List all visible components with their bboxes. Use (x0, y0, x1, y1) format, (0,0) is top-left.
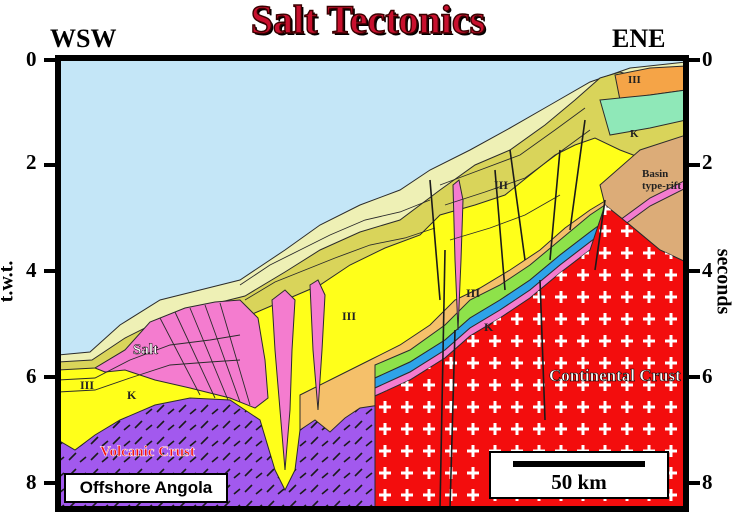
label-iii-lower: III (466, 286, 481, 300)
salt-diapir-2 (309, 279, 326, 411)
label-iii-left: III (80, 378, 95, 392)
horizon-lines (58, 107, 591, 393)
label-k-left: K (127, 388, 137, 402)
direction-left-label: WSW (50, 24, 117, 53)
scale-bar (513, 461, 645, 467)
location-label-box: Offshore Angola (64, 473, 228, 503)
fault-lines (429, 119, 606, 509)
left-tick-4: 4 (26, 258, 37, 282)
left-tick-0: 0 (26, 47, 37, 71)
label-continental-crust: Continental Crust (549, 366, 681, 386)
label-k-top-right: K (630, 128, 639, 140)
label-iii-top-right: III (628, 74, 641, 86)
top-right-teal-band (599, 89, 686, 136)
page-title: Salt Tectonics (250, 0, 486, 43)
direction-right-label: ENE (612, 24, 666, 53)
salt-internal-lines (159, 302, 251, 406)
right-tick-6: 6 (702, 364, 713, 388)
right-tick-0: 0 (702, 47, 713, 71)
right-tick-8: 8 (702, 470, 713, 494)
right-tick-4: 4 (702, 258, 713, 282)
label-volcanic-crust: Volcanic Crust (100, 444, 195, 461)
scale-bar-box: 50 km (489, 451, 669, 499)
left-tick-2: 2 (26, 150, 37, 174)
salt-diapir-3 (452, 179, 464, 331)
label-iii-mid: III (342, 309, 357, 323)
left-tick-6: 6 (26, 364, 37, 388)
section-frame (55, 55, 689, 512)
label-salt: Salt (133, 342, 159, 359)
salt-diapir-1 (271, 289, 296, 471)
location-label: Offshore Angola (79, 478, 213, 497)
right-tick-2: 2 (702, 150, 713, 174)
label-basin-line2: type-rift (642, 180, 682, 192)
label-k-mid: K (484, 320, 494, 334)
label-basin-line1: Basin (642, 168, 669, 180)
scale-label: 50 km (551, 470, 607, 494)
label-iii-upper: III (494, 178, 509, 192)
left-tick-8: 8 (26, 470, 37, 494)
axis-ticks (44, 58, 700, 485)
label-basin: Basin type-rift (642, 168, 681, 192)
